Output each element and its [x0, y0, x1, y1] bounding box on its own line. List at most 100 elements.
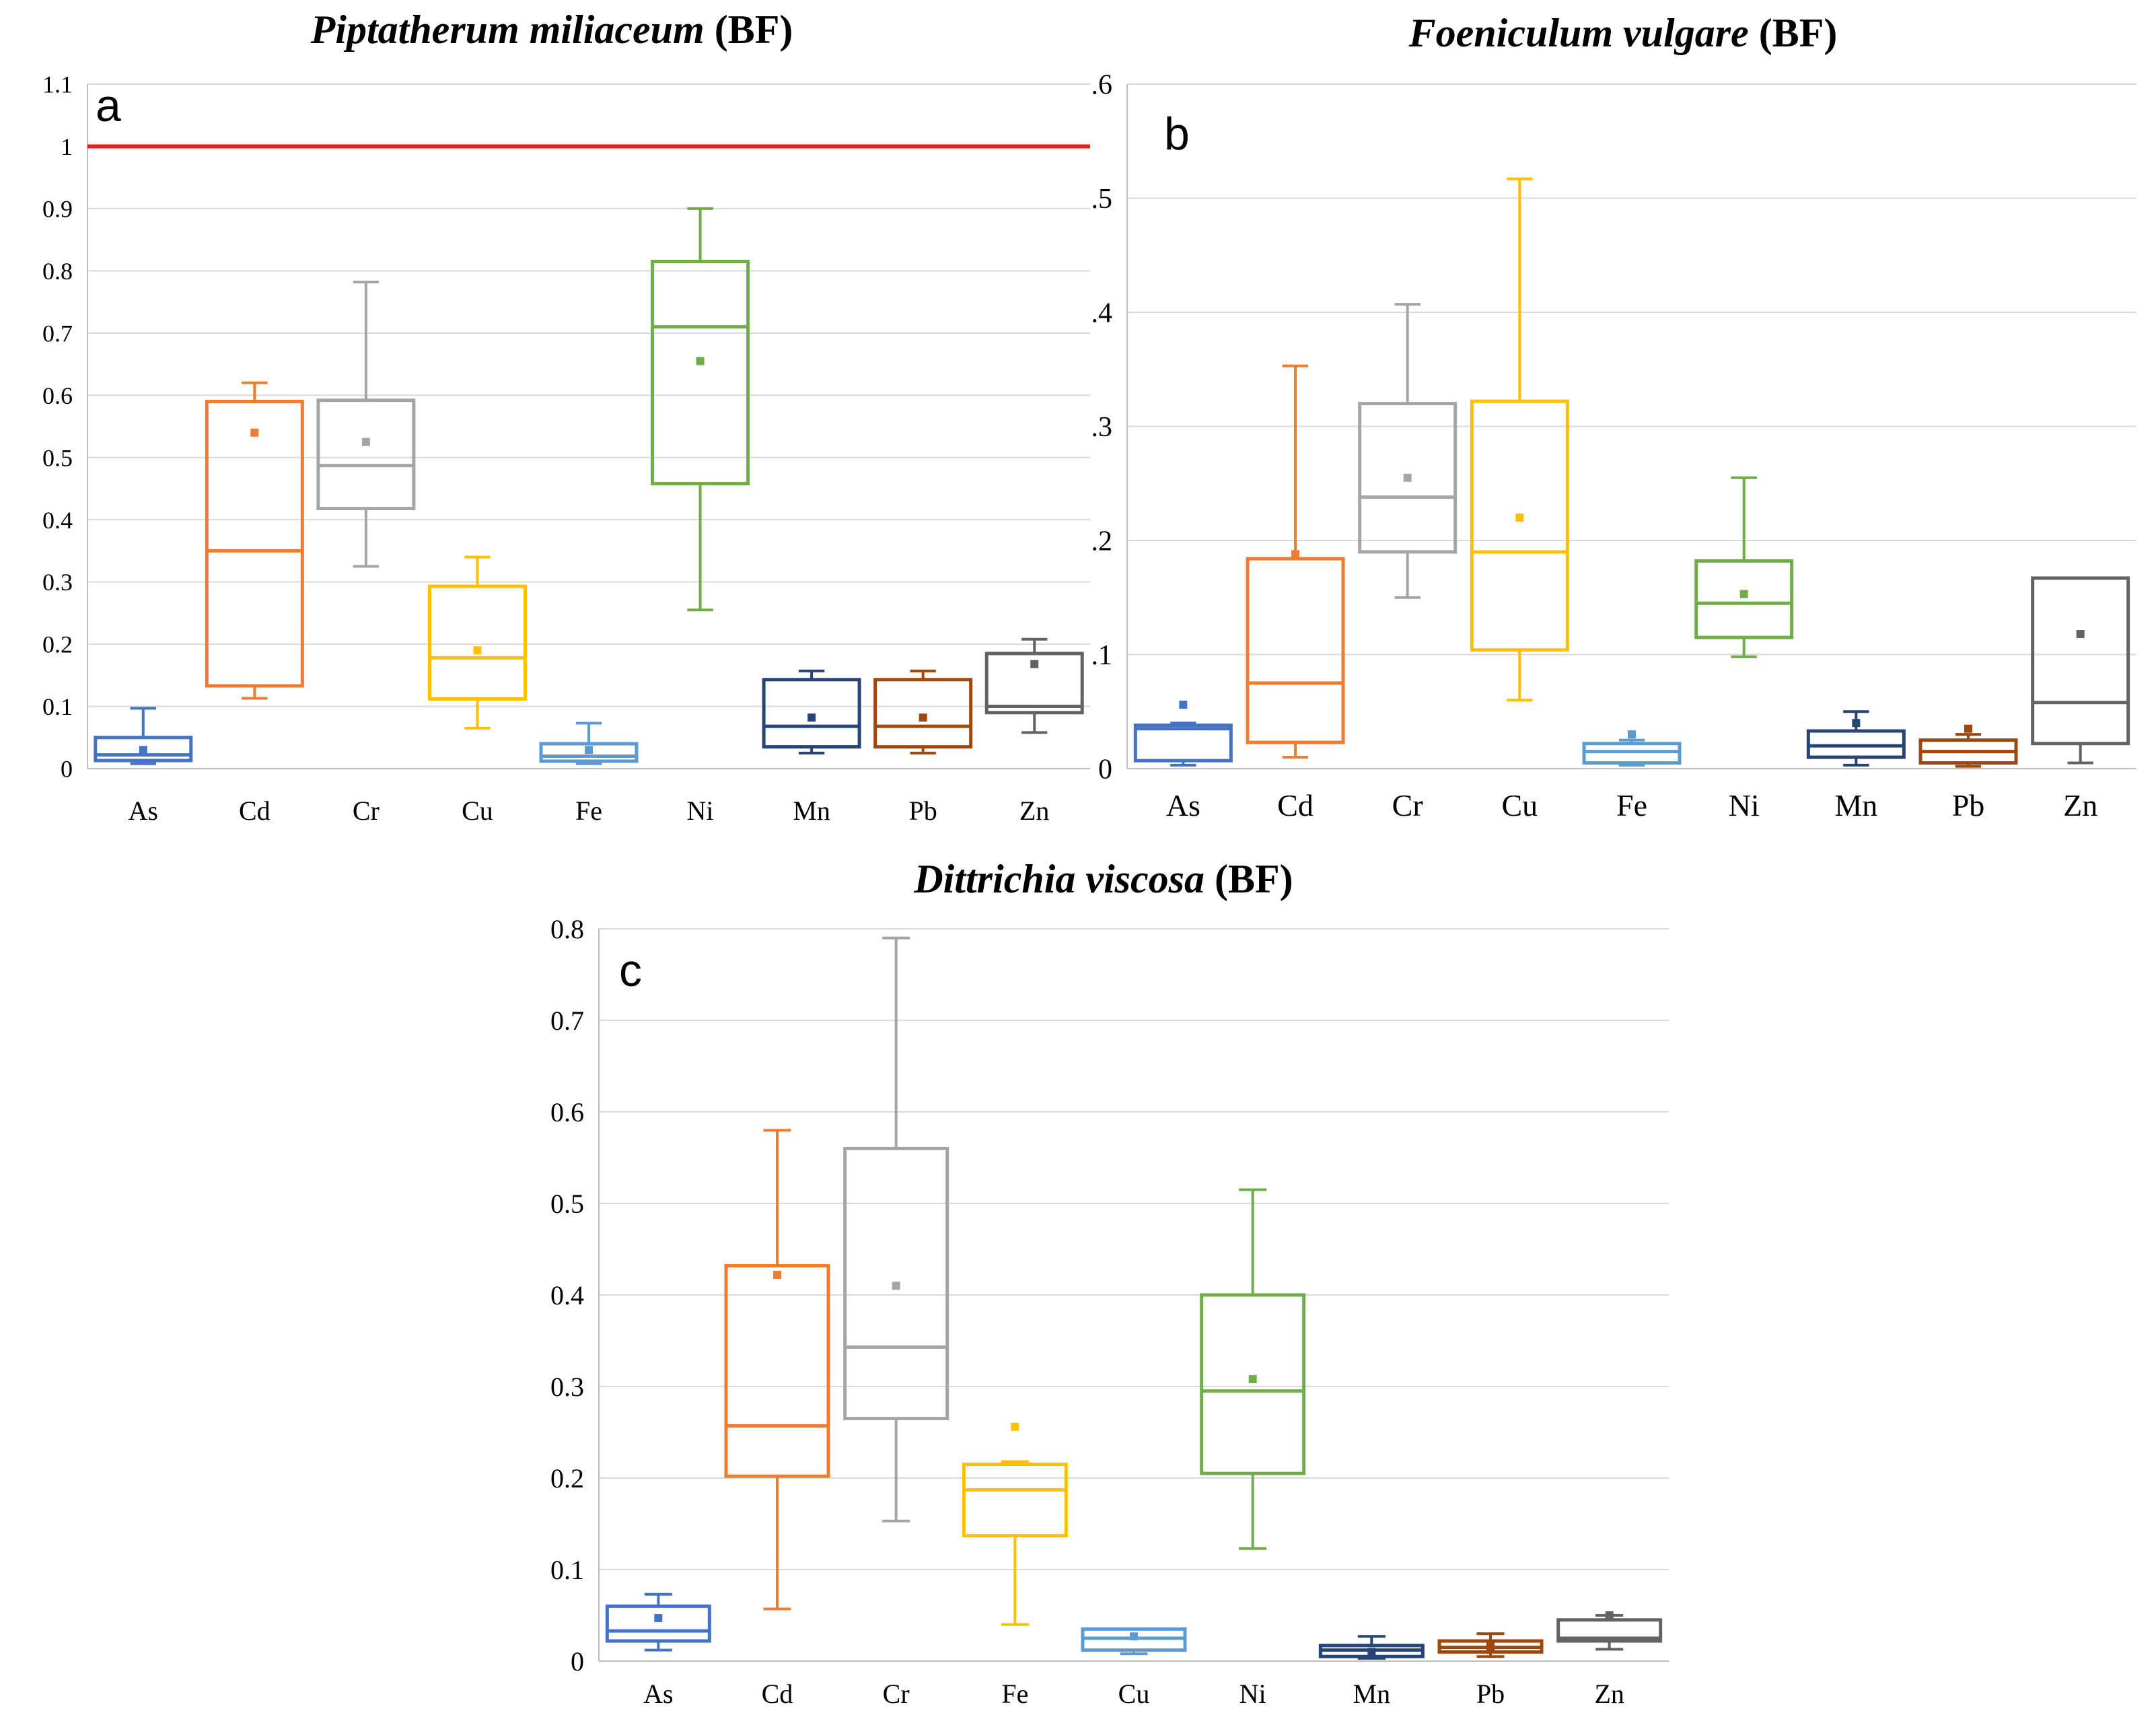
panel-b-box-mn-mean	[1852, 719, 1861, 728]
panel-b-category-label: Cr	[1392, 788, 1423, 822]
panel-c-category-label: Mn	[1353, 1679, 1391, 1709]
panel-b-category-label: Fe	[1616, 788, 1647, 822]
panel-c-ytick-label: 0.4	[550, 1280, 584, 1310]
panel-a-box-cr-mean	[361, 437, 370, 446]
panel-c-ytick-label: 0.8	[550, 914, 584, 944]
panel-b-box-cu-iqr	[1470, 399, 1569, 652]
panel-a-ytick-label: 0.3	[42, 569, 73, 596]
panel-a-box-zn-iqr	[984, 652, 1084, 715]
panel-a-box-pb-mean	[919, 713, 927, 722]
panel-c-ytick-label: 0	[571, 1646, 584, 1677]
chart-title-c: Dittrichia viscosa (BF)	[511, 856, 1696, 903]
panel-c-box-fe-mean	[1011, 1422, 1019, 1431]
panel-b-ytick-label: 0.6	[1090, 70, 1112, 101]
panel-a-box-cd-mean	[250, 428, 259, 437]
panel-a-ytick-label: 1	[61, 133, 73, 160]
panel-c-category-label: Cr	[883, 1679, 910, 1709]
panel-a-category-label: Cr	[353, 796, 380, 826]
panel-a-category-label: Cu	[462, 796, 493, 826]
panel-b-category-label: Pb	[1952, 788, 1985, 822]
panel-b-box-fe-iqr	[1582, 742, 1682, 765]
panel-b-ytick-label: 0.4	[1090, 298, 1112, 329]
panel-c-box-as-iqr	[605, 1604, 711, 1643]
panel-b-box-pb-mean	[1964, 724, 1972, 733]
panel-a-box-fe-iqr	[539, 742, 639, 763]
panel-a-ytick-label: 0	[61, 756, 73, 783]
panel-b-category-label: As	[1166, 788, 1200, 822]
panel-b-category-label: Cu	[1501, 788, 1538, 822]
panel-a-ytick-label: 0.7	[42, 320, 73, 347]
panel-b-box-mn-iqr	[1806, 729, 1906, 759]
panel-c-box-ni-iqr	[1200, 1293, 1306, 1475]
panel-c-box-cr-iqr	[843, 1146, 949, 1421]
panel-b-box-as-iqr	[1133, 724, 1233, 763]
panel-a-ytick-label: 0.6	[42, 382, 73, 409]
panel-c-letter: c	[619, 945, 642, 996]
panel-b-box-cd-mean	[1291, 550, 1299, 559]
panel-c-category-label: Cu	[1118, 1679, 1150, 1709]
chart-title-suffix-a: (BF)	[704, 7, 793, 52]
panel-a-box-as-iqr	[94, 736, 193, 763]
panel-c-box-pb-mean	[1486, 1642, 1495, 1651]
panel-c-ytick-label: 0.1	[550, 1555, 584, 1585]
panel-c-box-ni-mean	[1248, 1375, 1257, 1384]
panel-c-ytick-label: 0.2	[550, 1463, 584, 1494]
panel-a-box-pb-iqr	[873, 678, 973, 749]
panel-a-ytick-label: 0.1	[42, 693, 73, 720]
panel-b-ytick-label: 0	[1098, 754, 1112, 785]
panel-a-ytick-label: 0.4	[42, 507, 73, 534]
panel-a-box-mn-iqr	[762, 678, 861, 749]
panel-a-category-label: Ni	[687, 796, 714, 826]
chart-title-species-a: Piptatherum miliaceum	[310, 7, 705, 52]
chart-title-a: Piptatherum miliaceum (BF)	[0, 7, 1104, 53]
panel-a-category-label: Zn	[1019, 796, 1049, 826]
panel-c-category-label: Cd	[762, 1679, 793, 1709]
panel-a-box-zn-mean	[1030, 660, 1039, 668]
panel-a-box-ni-iqr	[651, 259, 750, 486]
panel-c-box-fe-iqr	[962, 1463, 1068, 1538]
panel-b-box-zn-iqr	[2031, 576, 2130, 746]
chart-title-suffix-b: (BF)	[1748, 11, 1838, 55]
panel-a-category-label: Pb	[909, 796, 937, 826]
panel-b-box-fe-mean	[1628, 730, 1636, 739]
chart-svg-a: 0 0.1 0.2 0.3 0.4 0.5 0.6 0.7 0.8 0.9 1 1.1 As Cd Cr Cu…	[42, 71, 1090, 826]
panel-a-category-label: As	[129, 796, 158, 826]
panel-b-category-label: Zn	[2063, 788, 2097, 822]
panel-b-box-as-mean	[1179, 701, 1188, 709]
panel-a-category-label: Fe	[575, 796, 602, 826]
chart-title-species-b: Foeniculum vulgare	[1408, 11, 1749, 55]
panel-b-letter: b	[1164, 108, 1190, 160]
chart-svg-c: 0 0.1 0.2 0.3 0.4 0.5 0.6 0.7 0.8 As Cd Cr Fe Cu Ni Mn P…	[550, 914, 1669, 1709]
panel-c-category-label: Pb	[1476, 1679, 1505, 1709]
chart-svg-b: 0 0.1 0.2 0.3 0.4 0.5 0.6 As Cd Cr Cu Fe Ni Mn Pb Zn b	[1090, 70, 2136, 822]
panel-a-box-as-mean	[139, 746, 147, 754]
panel-b-box-ni-mean	[1739, 590, 1748, 598]
panel-a-box-mn-mean	[807, 713, 816, 722]
panel-b-box-cd-iqr	[1246, 557, 1345, 744]
panel-b-box-cr-mean	[1403, 473, 1412, 482]
panel-c-ytick-label: 0.7	[550, 1006, 584, 1036]
chart-title-b: Foeniculum vulgare (BF)	[1090, 10, 2156, 57]
panel-a-ytick-label: 0.2	[42, 631, 73, 658]
panel-c-box-as-mean	[654, 1614, 663, 1623]
panel-c-box-cu-mean	[1130, 1632, 1138, 1641]
panel-a-box-cr-iqr	[316, 398, 416, 511]
panel-a-box-cu-iqr	[427, 584, 527, 701]
panel-b-box-cu-mean	[1515, 514, 1524, 522]
panel-b-category-label: Mn	[1834, 788, 1877, 822]
panel-a-ytick-label: 1.1	[42, 71, 73, 98]
panel-c-box-cd-iqr	[724, 1263, 830, 1478]
panel-c-ytick-label: 0.5	[550, 1189, 584, 1219]
panel-b-box-cr-iqr	[1358, 402, 1458, 554]
chart-panel-a: Piptatherum miliaceum (BF) 0 0.1 0.2 0.3 0.4…	[0, 0, 1104, 841]
panel-c-category-label: Ni	[1239, 1679, 1266, 1709]
panel-c-box-cr-mean	[892, 1281, 900, 1290]
panel-c-ytick-label: 0.3	[550, 1372, 584, 1402]
panel-a-box-cu-mean	[473, 646, 482, 655]
panel-b-box-ni-iqr	[1694, 559, 1794, 639]
chart-panel-b: Foeniculum vulgare (BF) 0 0.1 0.2 0.3 0.4 0.5…	[1090, 0, 2156, 841]
chart-title-species-c: Dittrichia viscosa	[914, 857, 1205, 901]
panel-c-category-label: As	[643, 1679, 673, 1709]
panel-a-letter: a	[96, 80, 121, 131]
panel-c-box-cd-mean	[773, 1271, 781, 1279]
